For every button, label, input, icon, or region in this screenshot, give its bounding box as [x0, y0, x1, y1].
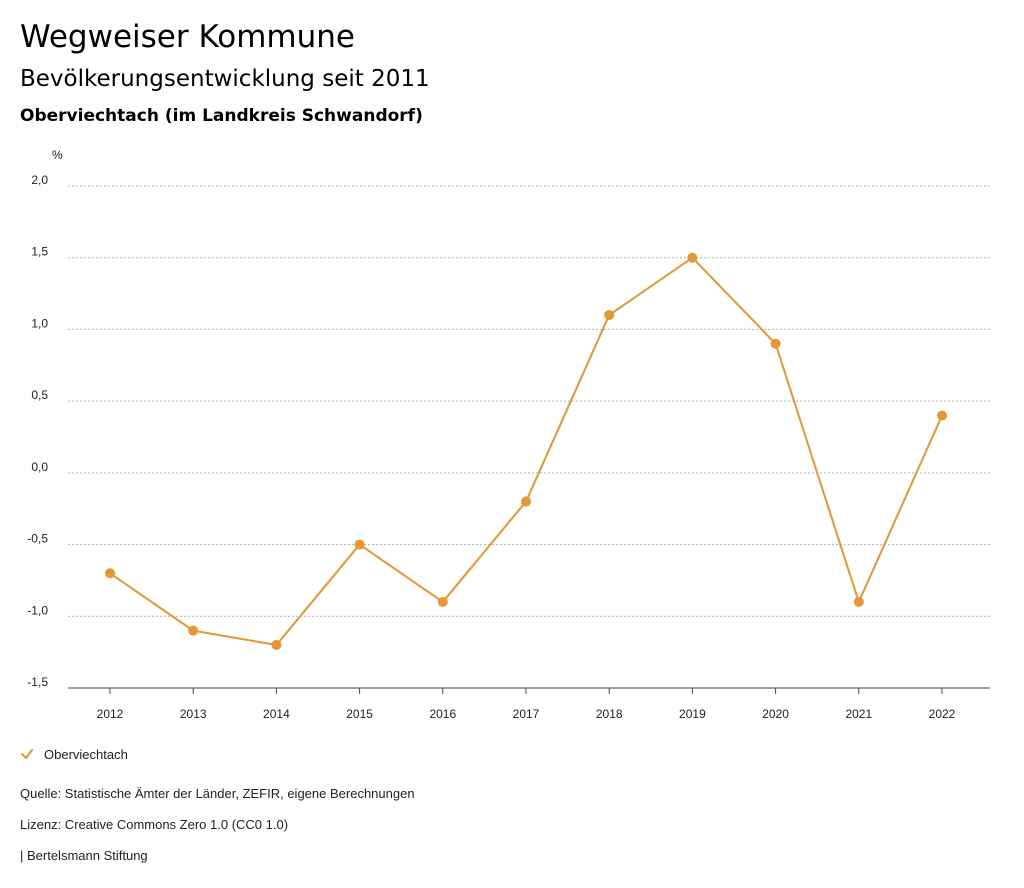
line-chart: % 2,0 1,5 1,0 0,5 0,0 -0,5 -1,0 -1,5 2012 2013 2014…	[27, 148, 990, 721]
y-tick-label: -1,0	[27, 603, 48, 617]
y-tick-label: 0,0	[31, 460, 48, 474]
source-note: Quelle: Statistische Ämter der Länder, Z…	[20, 786, 415, 801]
x-tick-label: 2022	[929, 707, 956, 721]
page-subtitle: Bevölkerungsentwicklung seit 2011	[20, 66, 430, 92]
legend-label: Oberviechtach	[44, 746, 128, 762]
data-point	[105, 568, 115, 579]
x-tick-label: 2017	[513, 707, 540, 721]
data-point	[853, 596, 864, 607]
x-tick-label: 2014	[263, 707, 290, 721]
y-tick-label: -1,5	[27, 675, 48, 689]
series-oberviechtach	[105, 252, 947, 650]
grid-lines	[68, 185, 990, 689]
x-tick-label: 2019	[679, 707, 706, 721]
data-point	[521, 496, 531, 507]
license-note: Lizenz: Creative Commons Zero 1.0 (CC0 1…	[20, 817, 289, 832]
y-axis-unit-label: %	[52, 148, 63, 162]
data-point	[354, 539, 365, 550]
y-tick-label: 0,5	[31, 388, 48, 402]
data-point	[770, 338, 781, 349]
brand-note: | Bertelsmann Stiftung	[20, 848, 148, 863]
x-tick-label: 2018	[596, 707, 623, 721]
y-tick-label: 1,5	[31, 245, 48, 259]
data-point	[937, 410, 947, 421]
chart-heading: Oberviechtach (im Landkreis Schwandorf)	[20, 106, 423, 126]
x-tick-label: 2012	[97, 707, 124, 721]
data-point	[188, 625, 199, 636]
checkmark-icon	[21, 749, 33, 759]
data-point	[271, 639, 282, 650]
x-tick-label: 2021	[845, 707, 872, 721]
legend-item-oberviechtach[interactable]: Oberviechtach	[20, 744, 128, 764]
x-tick-label: 2020	[762, 707, 789, 721]
data-point	[687, 252, 698, 263]
x-tick-label: 2015	[346, 707, 373, 721]
data-point	[437, 596, 448, 607]
axes: % 2,0 1,5 1,0 0,5 0,0 -0,5 -1,0 -1,5 2012 2013 2014…	[27, 148, 990, 721]
y-tick-label: 2,0	[31, 173, 48, 187]
x-tick-label: 2016	[429, 707, 456, 721]
page-title: Wegweiser Kommune	[20, 19, 355, 55]
series-line	[109, 256, 943, 646]
y-tick-label: -0,5	[27, 532, 48, 546]
y-tick-label: 1,0	[31, 316, 48, 330]
data-point	[604, 310, 615, 321]
x-tick-label: 2013	[180, 707, 207, 721]
